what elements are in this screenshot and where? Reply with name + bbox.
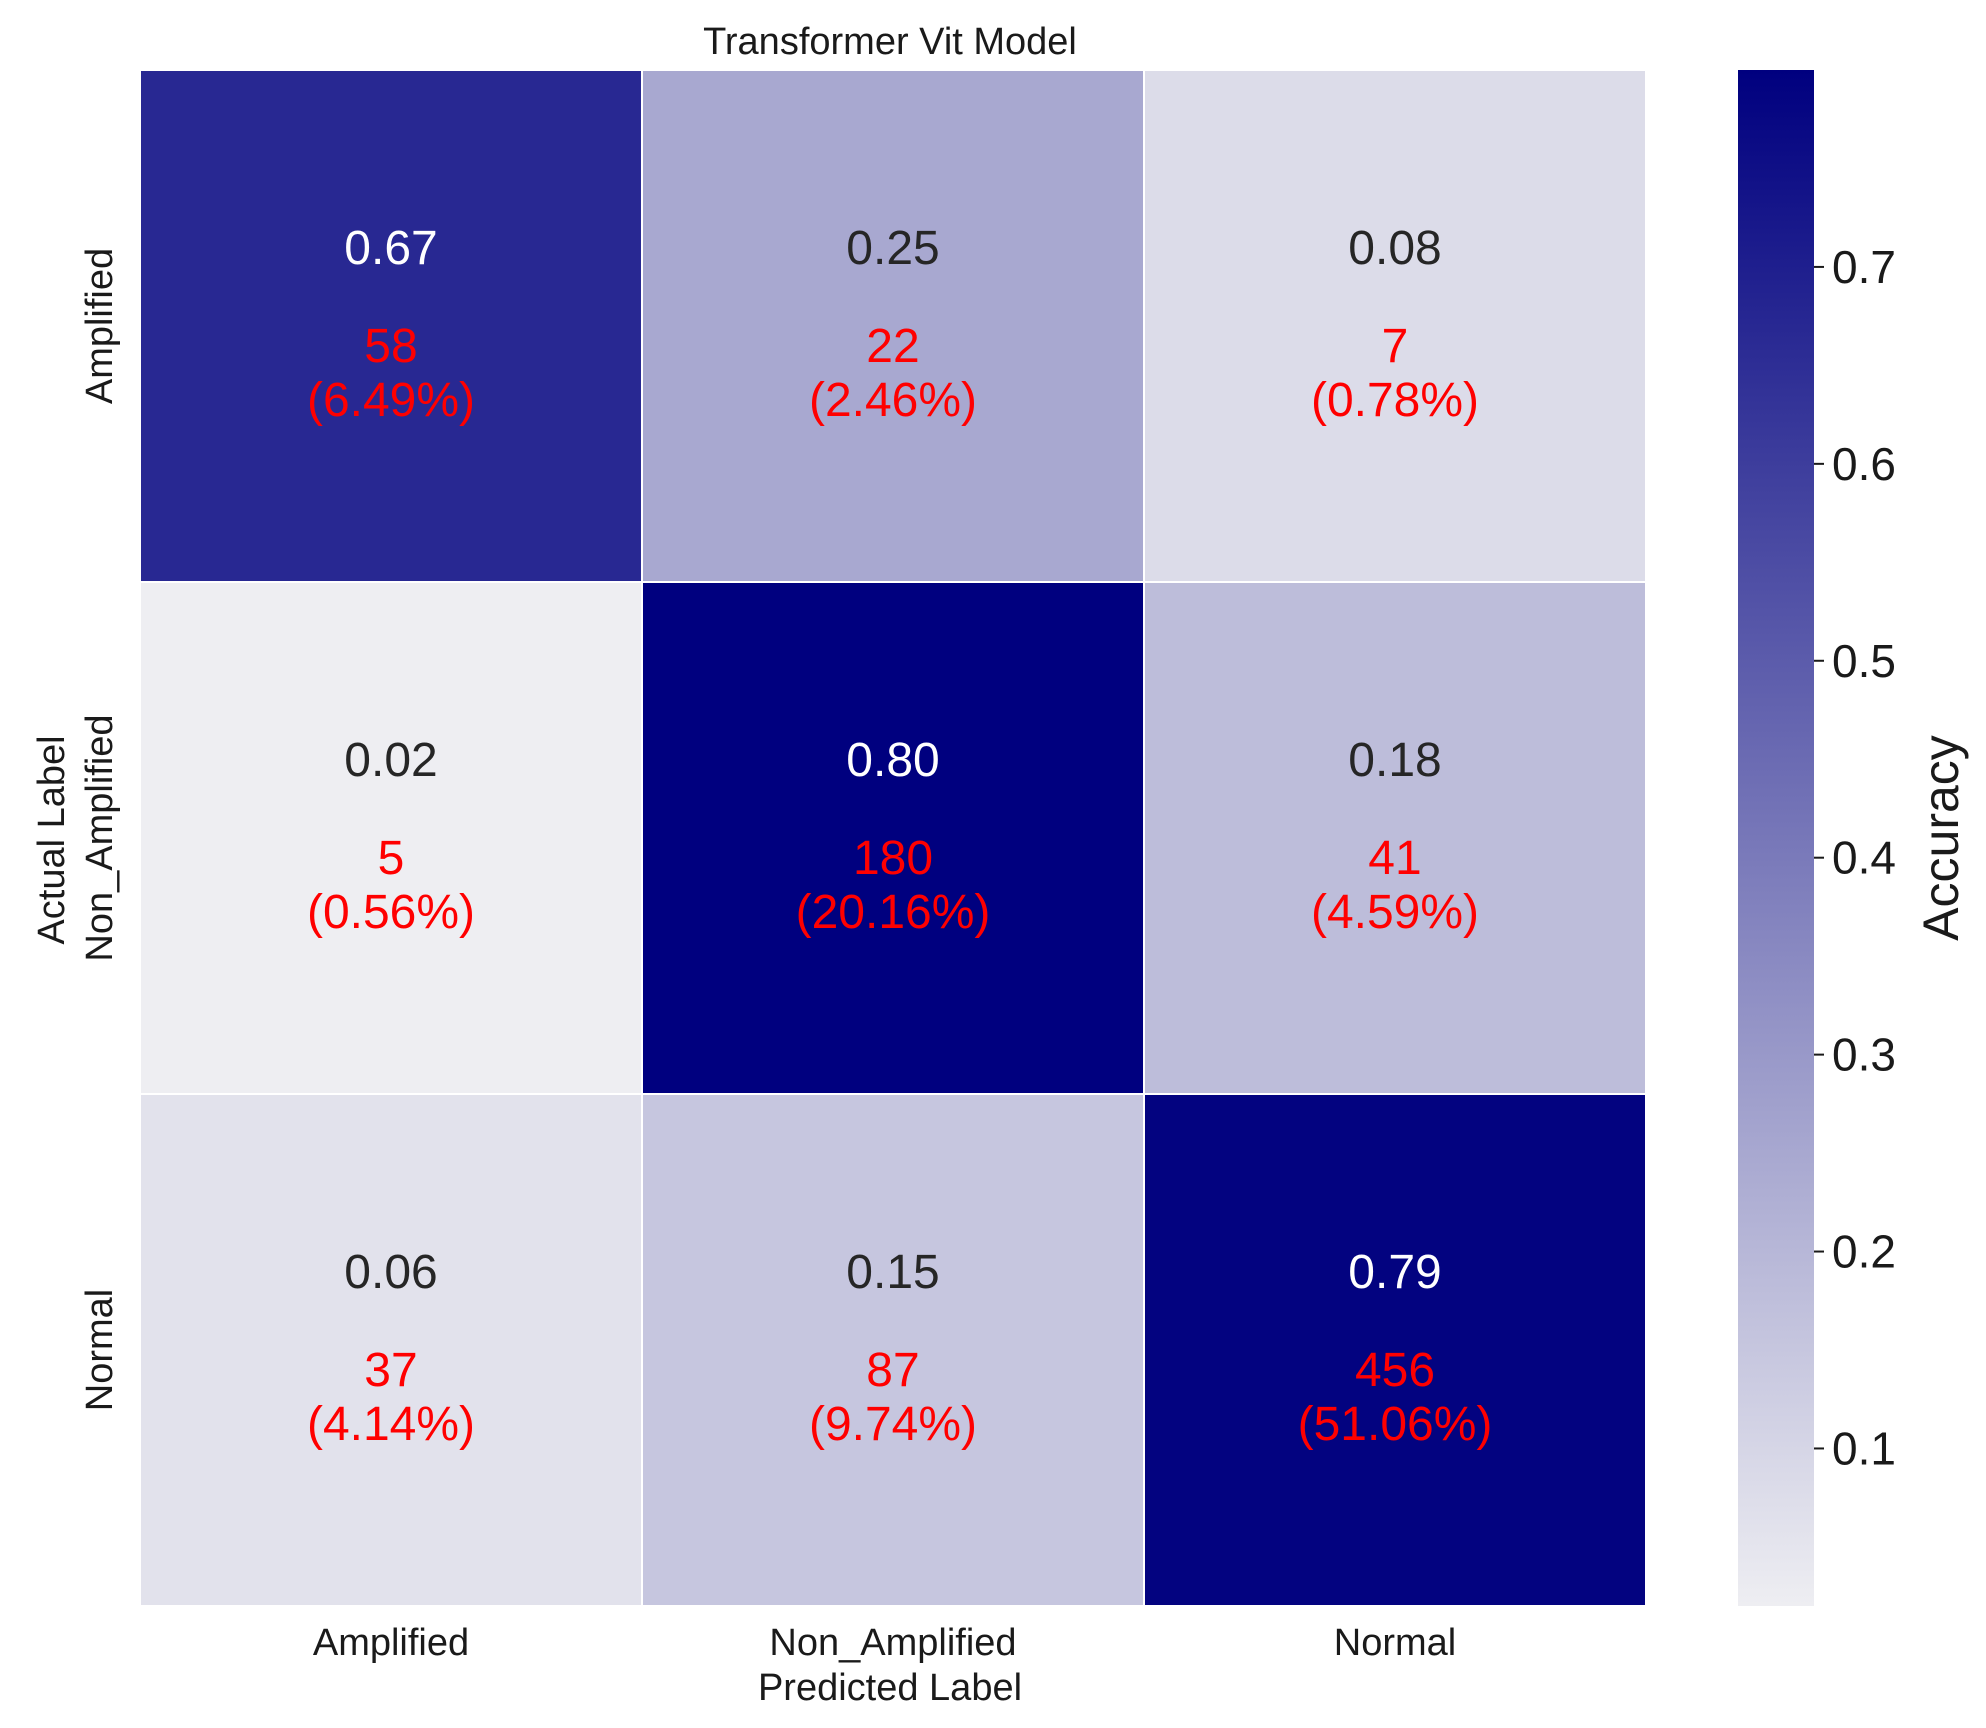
heatmap-cell [1143, 1093, 1647, 1607]
cell-percent-label: (6.49%) [307, 374, 475, 427]
colorbar-tick-label: 0.7 [1832, 241, 1896, 293]
cell-percent-label: (9.74%) [809, 1398, 977, 1451]
heatmap-cell [641, 1093, 1145, 1607]
colorbar-tick-label: 0.3 [1832, 1029, 1896, 1081]
heatmap-cells [139, 69, 1647, 1607]
heatmap-cell [139, 581, 643, 1095]
cell-value-label: 0.08 [1348, 222, 1441, 275]
colorbar-label: Accuracy [1913, 735, 1969, 941]
cell-count-label: 22 [866, 320, 919, 373]
cell-value-label: 0.25 [846, 222, 939, 275]
y-axis-tick-labels: Amplified Non_Amplified Normal [79, 248, 121, 1411]
y-tick-label: Amplified [79, 248, 121, 404]
cell-count-label: 41 [1368, 832, 1421, 885]
y-axis-label: Actual Label [31, 735, 73, 944]
x-tick-label: Amplified [313, 1622, 469, 1664]
cell-value-label: 0.67 [344, 222, 437, 275]
cell-percent-label: (2.46%) [809, 374, 977, 427]
colorbar-tick-label: 0.1 [1832, 1422, 1896, 1474]
cell-count-label: 5 [378, 832, 405, 885]
heatmap-cell [1143, 69, 1647, 583]
cell-count-label: 7 [1382, 320, 1409, 373]
cell-percent-label: (0.78%) [1311, 374, 1479, 427]
y-tick-label: Non_Amplified [79, 714, 121, 961]
colorbar-ticks: 0.1 0.2 0.3 0.4 0.5 0.6 0.7 [1814, 241, 1896, 1474]
cell-value-label: 0.79 [1348, 1246, 1441, 1299]
cell-count-label: 456 [1355, 1344, 1435, 1397]
heatmap-cell [641, 581, 1145, 1095]
x-tick-label: Non_Amplified [769, 1622, 1016, 1664]
colorbar-tick-label: 0.5 [1832, 635, 1896, 687]
cell-percent-label: (51.06%) [1298, 1398, 1493, 1451]
x-axis-tick-labels: Amplified Non_Amplified Normal [313, 1622, 1456, 1664]
cell-percent-label: (4.59%) [1311, 886, 1479, 939]
colorbar-tick-label: 0.2 [1832, 1226, 1896, 1278]
cell-count-label: 37 [364, 1344, 417, 1397]
cell-value-label: 0.18 [1348, 734, 1441, 787]
cell-value-label: 0.06 [344, 1246, 437, 1299]
heatmap-cell [139, 1093, 643, 1607]
cell-value-label: 0.80 [846, 734, 939, 787]
y-tick-label: Normal [79, 1289, 121, 1411]
x-tick-label: Normal [1334, 1622, 1456, 1664]
heatmap-cell-labels: 0.67 58(6.49%) 0.25 22(2.46%) 0.08 7(0.78%) 0.… [307, 222, 1492, 1451]
cell-count-label: 58 [364, 320, 417, 373]
cell-value-label: 0.02 [344, 734, 437, 787]
chart-title: Transformer Vit Model [703, 21, 1077, 63]
heatmap-cell [1143, 581, 1647, 1095]
colorbar [1738, 70, 1814, 1606]
colorbar-tick-label: 0.4 [1832, 832, 1896, 884]
cell-percent-label: (0.56%) [307, 886, 475, 939]
cell-count-label: 87 [866, 1344, 919, 1397]
cell-count-label: 180 [853, 832, 933, 885]
x-axis-label: Predicted Label [758, 1667, 1022, 1709]
cell-value-label: 0.15 [846, 1246, 939, 1299]
heatmap-cell [139, 69, 643, 583]
cell-percent-label: (4.14%) [307, 1398, 475, 1451]
cell-percent-label: (20.16%) [796, 886, 991, 939]
colorbar-tick-label: 0.6 [1832, 438, 1896, 490]
heatmap-cell [641, 69, 1145, 583]
